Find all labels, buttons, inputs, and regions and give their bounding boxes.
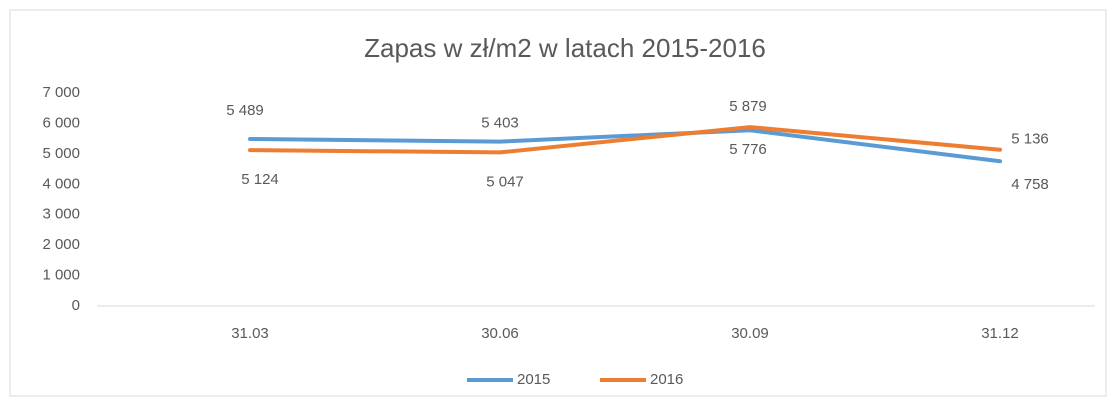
y-tick-label: 4 000 <box>42 175 80 192</box>
data-label: 5 489 <box>226 102 264 119</box>
x-tick-label: 31.03 <box>231 325 269 342</box>
data-label: 4 758 <box>1011 176 1049 193</box>
y-tick-label: 1 000 <box>42 267 80 284</box>
y-tick-label: 7 000 <box>42 84 80 101</box>
data-label: 5 136 <box>1011 131 1049 148</box>
data-label: 5 879 <box>729 98 767 115</box>
data-label: 5 403 <box>481 115 519 132</box>
data-label: 5 776 <box>729 141 767 158</box>
chart-title: Zapas w zł/m2 w latach 2015-2016 <box>364 33 766 63</box>
line <box>248 128 1002 164</box>
y-tick-label: 5 000 <box>42 145 80 162</box>
data-label: 5 124 <box>241 171 279 188</box>
data-label: 5 047 <box>486 173 524 190</box>
x-tick-label: 30.06 <box>481 325 519 342</box>
legend-label: 2015 <box>517 371 550 388</box>
y-tick-label: 2 000 <box>42 236 80 253</box>
x-tick-label: 30.09 <box>731 325 769 342</box>
legend-label: 2016 <box>650 371 683 388</box>
x-tick-label: 31.12 <box>981 325 1019 342</box>
y-tick-label: 0 <box>72 297 80 314</box>
line <box>248 125 1002 155</box>
chart-frame <box>9 9 1107 397</box>
y-tick-label: 3 000 <box>42 206 80 223</box>
y-tick-label: 6 000 <box>42 114 80 131</box>
